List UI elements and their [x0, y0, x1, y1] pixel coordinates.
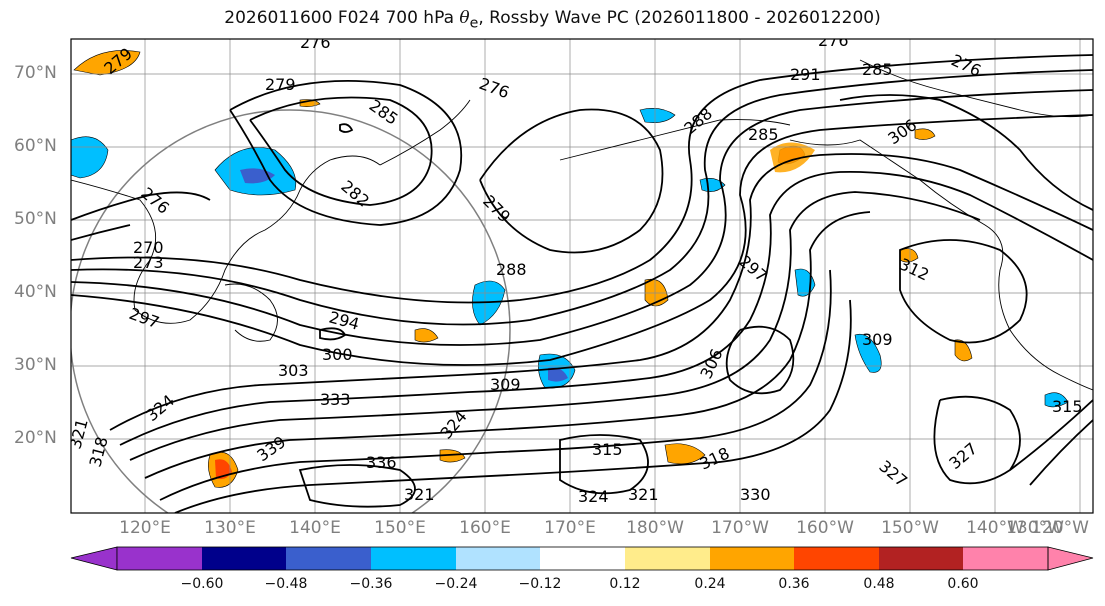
lat-label-20n: 20°N — [14, 428, 57, 448]
lat-label-50n: 50°N — [14, 209, 57, 229]
colorbar-tick: 0.24 — [694, 576, 726, 592]
contour-label: 309 — [862, 330, 893, 349]
contour-label: 291 — [790, 65, 821, 84]
colorbar-tick: 0.12 — [609, 576, 641, 592]
colorbar-bin — [286, 547, 371, 570]
lon-label: 170°E — [544, 518, 596, 538]
lon-label: 160°W — [796, 518, 854, 538]
contour-label: 285 — [748, 125, 779, 144]
colorbar-bin — [710, 547, 794, 570]
contour-label: 321 — [628, 485, 659, 504]
lon-label: 140°E — [289, 518, 341, 538]
lon-label: 180°W — [626, 518, 684, 538]
contour-label: 276 — [300, 33, 331, 52]
colorbar-bin — [879, 547, 963, 570]
lat-label-60n: 60°N — [14, 136, 57, 156]
colorbar-tick: 0.36 — [778, 576, 810, 592]
lon-label: 140°W — [966, 518, 1024, 538]
lon-label: 170°W — [711, 518, 769, 538]
contour-label: 285 — [862, 60, 893, 79]
colorbar-bin — [794, 547, 879, 570]
colorbar-tick: −0.12 — [518, 576, 562, 592]
contour-label: 300 — [322, 345, 353, 364]
colorbar-tick: −0.24 — [434, 576, 478, 592]
map-frame — [70, 38, 1094, 514]
colorbar-tick: −0.48 — [264, 576, 308, 592]
lon-label: 120°W — [1031, 518, 1089, 538]
contour-label: 321 — [404, 485, 435, 504]
lon-label: 150°W — [881, 518, 939, 538]
colorbar-low-extend — [70, 546, 118, 571]
lon-label: 130°W — [1006, 518, 1064, 538]
colorbar-bin — [456, 547, 540, 570]
colorbar-bin — [202, 547, 286, 570]
contour-label: 303 — [278, 361, 309, 380]
contour-label: 279 — [265, 75, 296, 94]
theta-e-contours — [71, 54, 1093, 513]
contour-labels: 279 276 279 276 285 282 279 285 288 291 … — [71, 31, 1083, 506]
lon-label: 130°E — [204, 518, 256, 538]
contour-label: 336 — [366, 453, 397, 472]
lon-label: 120°E — [119, 518, 171, 538]
lat-label-30n: 30°N — [14, 355, 57, 375]
lat-label-70n: 70°N — [14, 63, 57, 83]
colorbar-bin — [963, 547, 1048, 570]
contour-label: 330 — [740, 485, 771, 504]
contour-label: 276 — [818, 31, 849, 50]
colorbar-tick: −0.60 — [180, 576, 224, 592]
contour-label: 315 — [592, 440, 623, 459]
contour-label: 273 — [133, 253, 164, 272]
lon-label: 150°E — [374, 518, 426, 538]
contour-label: 315 — [1052, 397, 1083, 416]
lat-label-40n: 40°N — [14, 282, 57, 302]
colorbar — [70, 546, 1094, 571]
region-circle — [71, 109, 511, 513]
colorbar-tick: −0.36 — [349, 576, 393, 592]
contour-label: 324 — [578, 487, 609, 506]
colorbar-high-extend — [1047, 546, 1094, 571]
contour-label: 333 — [320, 390, 351, 409]
chart-title: 2026011600 F024 700 hPa θe, Rossby Wave … — [224, 8, 881, 32]
colorbar-bin — [371, 547, 456, 570]
colorbar-tick: 0.60 — [947, 576, 979, 592]
contour-label: 270 — [133, 238, 164, 257]
colorbar-bin — [117, 547, 202, 570]
colorbar-tick: 0.48 — [863, 576, 895, 592]
lon-label: 160°E — [459, 518, 511, 538]
contour-label: 288 — [496, 260, 527, 279]
contour-label: 309 — [490, 375, 521, 394]
map-plot-area: 279 276 279 276 285 282 279 285 288 291 … — [71, 31, 1093, 513]
colorbar-bin — [540, 547, 625, 570]
colorbar-bin — [625, 547, 710, 570]
